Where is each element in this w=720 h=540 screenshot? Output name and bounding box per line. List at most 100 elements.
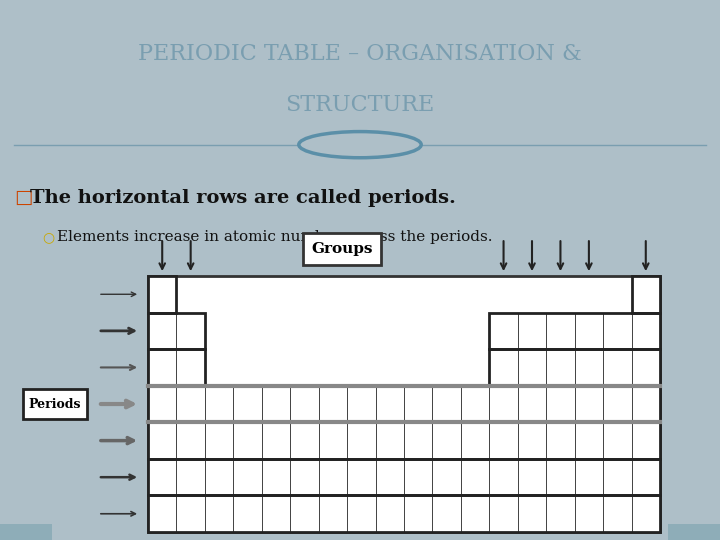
Bar <box>319 459 347 496</box>
Bar <box>319 422 347 459</box>
Bar <box>404 459 433 496</box>
Circle shape <box>299 132 421 158</box>
Bar <box>546 496 575 532</box>
Bar <box>290 386 319 422</box>
Bar <box>490 349 518 386</box>
Bar <box>233 386 262 422</box>
Bar <box>148 496 660 532</box>
Text: Periods: Periods <box>29 397 81 410</box>
Bar <box>148 349 176 386</box>
FancyBboxPatch shape <box>303 233 382 265</box>
Text: Elements increase in atomic number across the periods.: Elements increase in atomic number acros… <box>57 230 492 244</box>
Text: Groups: Groups <box>312 242 373 256</box>
Bar <box>148 386 660 422</box>
Bar <box>148 276 176 313</box>
Bar <box>319 496 347 532</box>
Bar <box>631 459 660 496</box>
Bar <box>233 422 262 459</box>
Bar <box>205 422 233 459</box>
Bar <box>575 496 603 532</box>
Bar <box>631 276 660 313</box>
Bar <box>433 422 461 459</box>
Bar <box>262 496 290 532</box>
Bar <box>461 386 490 422</box>
Bar <box>575 349 603 386</box>
Bar <box>518 349 546 386</box>
Bar <box>575 313 603 349</box>
Bar <box>668 524 720 540</box>
Bar <box>233 459 262 496</box>
Bar <box>575 459 603 496</box>
Bar <box>631 349 660 386</box>
Bar <box>376 422 404 459</box>
Bar <box>347 422 376 459</box>
Bar <box>148 422 176 459</box>
Bar <box>631 422 660 459</box>
Bar <box>176 459 205 496</box>
Bar <box>176 422 205 459</box>
Bar <box>148 276 660 532</box>
Bar <box>433 496 461 532</box>
Bar <box>518 313 546 349</box>
Bar <box>148 459 176 496</box>
Bar <box>603 313 631 349</box>
Bar <box>575 386 603 422</box>
Bar <box>347 496 376 532</box>
Bar <box>518 459 546 496</box>
Bar <box>205 386 233 422</box>
Bar <box>404 386 433 422</box>
Bar <box>631 313 660 349</box>
Bar <box>148 349 205 386</box>
Bar <box>546 349 575 386</box>
Bar <box>148 313 205 349</box>
Text: PERIODIC TABLE – ORGANISATION &: PERIODIC TABLE – ORGANISATION & <box>138 43 582 65</box>
Bar <box>290 459 319 496</box>
Bar <box>603 496 631 532</box>
Bar <box>546 313 575 349</box>
Bar <box>404 422 433 459</box>
Bar <box>148 276 176 313</box>
Bar <box>518 386 546 422</box>
Bar <box>490 349 660 386</box>
Bar <box>148 459 660 496</box>
Bar <box>575 422 603 459</box>
Bar <box>631 276 660 313</box>
Bar <box>631 496 660 532</box>
Bar <box>490 422 518 459</box>
Bar <box>262 422 290 459</box>
Bar <box>0 524 52 540</box>
Bar <box>148 422 660 459</box>
Bar <box>490 496 518 532</box>
Bar <box>376 459 404 496</box>
Bar <box>148 496 176 532</box>
Bar <box>603 459 631 496</box>
Bar <box>262 386 290 422</box>
Bar <box>290 496 319 532</box>
Bar <box>631 386 660 422</box>
Bar <box>603 349 631 386</box>
Bar <box>461 459 490 496</box>
Bar <box>262 459 290 496</box>
Text: □: □ <box>14 188 32 207</box>
Bar <box>290 422 319 459</box>
Bar <box>176 313 205 349</box>
Bar <box>490 313 518 349</box>
Bar <box>461 496 490 532</box>
Bar <box>176 496 205 532</box>
Bar <box>490 386 518 422</box>
Bar <box>433 459 461 496</box>
Bar <box>205 459 233 496</box>
Bar <box>490 459 518 496</box>
Bar <box>347 459 376 496</box>
Bar <box>376 496 404 532</box>
Bar <box>176 349 205 386</box>
Text: STRUCTURE: STRUCTURE <box>285 93 435 116</box>
FancyBboxPatch shape <box>23 389 87 419</box>
Bar <box>319 386 347 422</box>
Bar <box>148 313 176 349</box>
Bar <box>176 386 205 422</box>
Bar <box>376 386 404 422</box>
Bar <box>347 386 376 422</box>
Bar <box>490 313 660 349</box>
Bar <box>148 386 176 422</box>
